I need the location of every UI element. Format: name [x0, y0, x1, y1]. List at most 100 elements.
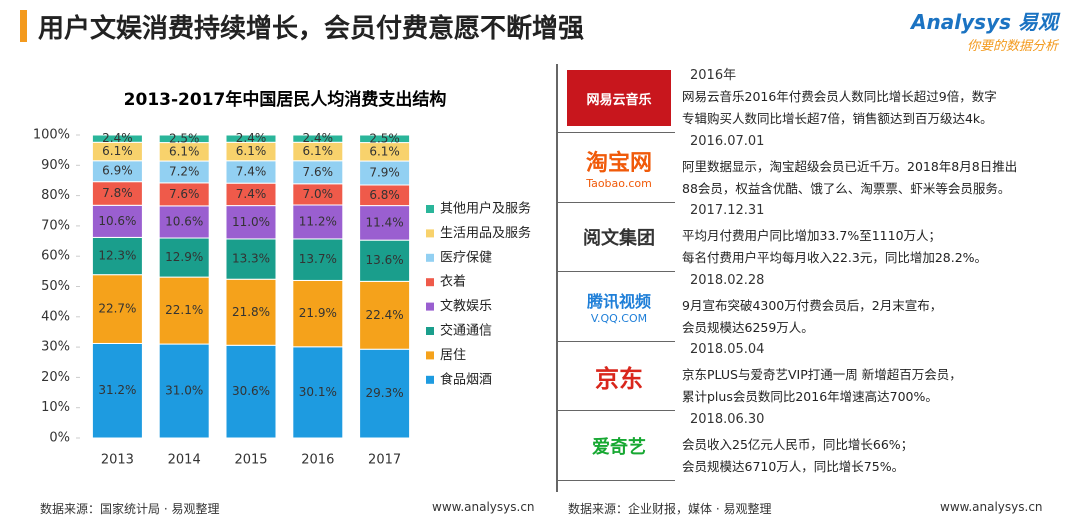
entry-text: 网易云音乐2016年付费会员人数同比增长超过9倍，数字	[682, 89, 997, 104]
y-tick-label: 100%	[33, 128, 70, 143]
separator	[557, 340, 675, 342]
logo-subtext: Taobao.com	[586, 177, 652, 190]
legend-swatch	[426, 229, 434, 238]
bar-segment	[91, 134, 143, 143]
source-note: 数据来源：国家统计局 · 易观整理	[40, 502, 220, 516]
x-tick-label: 2015	[234, 453, 267, 468]
legend-swatch	[426, 205, 434, 213]
entry-date: 2016年	[690, 68, 737, 83]
value-label: 30.1%	[299, 385, 337, 399]
logo-text: 网易云音乐	[586, 92, 652, 108]
y-tick-label: 20%	[41, 370, 70, 385]
separator	[557, 201, 675, 203]
timeline-entry: 爱奇艺 2018.06.30 会员收入25亿元人民币，同比增长66%； 会员规模达67…	[557, 412, 1067, 481]
entry-text: 累计plus会员数同比2016年增速高达700%。	[682, 389, 938, 404]
value-label: 11.4%	[366, 215, 404, 229]
value-label: 6.1%	[369, 144, 400, 158]
legend-label: 文教娱乐	[440, 298, 492, 314]
legend-label: 交通通信	[440, 323, 492, 339]
value-label: 22.4%	[366, 308, 404, 322]
value-label: 21.9%	[299, 306, 337, 320]
legend-label: 居住	[440, 348, 466, 363]
bar-segment	[91, 204, 143, 238]
legend-swatch	[426, 278, 434, 287]
value-label: 6.1%	[102, 144, 133, 158]
separator	[557, 132, 675, 133]
entry-text: 平均月付费用户同比增加33.7%至1110万人；	[682, 228, 942, 243]
value-label: 22.1%	[165, 303, 203, 317]
legend-swatch	[426, 351, 434, 360]
value-label: 2.4%	[102, 131, 133, 145]
bar-segment	[225, 238, 277, 280]
logo-text: 爱奇艺	[592, 436, 646, 458]
y-tick-label: 40%	[41, 309, 70, 324]
logo-text: 京东	[595, 364, 643, 393]
company-logo: 淘宝网 Taobao.com	[567, 139, 671, 196]
value-label: 13.3%	[232, 252, 270, 266]
entry-date: 2018.05.04	[690, 342, 765, 357]
page-title: 用户文娱消费持续增长，会员付费意愿不断增强	[38, 14, 585, 44]
value-label: 29.3%	[366, 386, 404, 400]
company-logo: 网易云音乐	[567, 70, 671, 126]
value-label: 6.1%	[303, 144, 334, 158]
value-label: 7.8%	[102, 186, 133, 200]
bar-segment	[292, 346, 344, 439]
y-tick-label: 60%	[41, 249, 70, 264]
entry-text: 9月宣布突破4300万付费会员后，2月末宣布，	[682, 297, 943, 313]
value-label: 6.1%	[169, 144, 200, 158]
value-label: 7.4%	[236, 187, 267, 201]
y-tick-label: 80%	[41, 188, 70, 203]
logo-text: 阅文集团	[583, 228, 655, 249]
x-tick-label: 2017	[368, 453, 401, 468]
entry-text: 专辑购买人数同比增长超7倍，销售额达到百万级达4k。	[682, 111, 993, 126]
company-logo: 爱奇艺	[567, 417, 671, 474]
x-tick-label: 2016	[301, 453, 334, 468]
value-label: 30.6%	[232, 384, 270, 398]
value-label: 22.7%	[98, 302, 136, 316]
company-logo: 阅文集团	[567, 209, 671, 265]
value-label: 31.0%	[165, 384, 203, 398]
bar-segment	[158, 134, 210, 144]
value-label: 2.5%	[169, 131, 200, 145]
chart: 2013-2017年中国居民人均消费支出结构 0% 10% 20% 30% 40% 50%…	[33, 89, 531, 468]
title-accent	[20, 10, 27, 42]
value-label: 10.6%	[165, 214, 203, 228]
company-logo: 腾讯视频 V.QQ.COM	[567, 278, 671, 335]
entry-text: 京东PLUS与爱奇艺VIP打通一周 新增超百万会员，	[682, 367, 962, 382]
value-label: 13.7%	[299, 252, 337, 266]
timeline-entry: 阅文集团 2017.12.31 平均月付费用户同比增加33.7%至1110万人； 每名…	[557, 203, 1067, 272]
brand-tagline: 你要的数据分析	[966, 39, 1058, 54]
separator	[557, 271, 675, 272]
value-label: 6.8%	[369, 188, 400, 202]
value-label: 7.6%	[303, 165, 334, 179]
y-tick-label: 90%	[41, 158, 70, 173]
x-tick-label: 2014	[168, 453, 201, 468]
bar-segment	[225, 278, 277, 346]
timeline-entry: 网易云音乐 2016年网易云音乐2016年付费会员人数同比增长超过9倍，数字 专辑购…	[557, 64, 1067, 133]
brand-logo: Analysys 易观 你要的数据分析	[911, 6, 1058, 54]
bar-segment	[225, 134, 277, 143]
entry-date: 2016.07.01	[690, 133, 765, 149]
timeline-axis	[556, 64, 558, 492]
legend-swatch	[426, 302, 434, 311]
legend-label: 其他用户及服务	[440, 201, 531, 217]
y-tick-label: 0%	[49, 431, 70, 446]
bar-segment	[292, 134, 344, 143]
y-tick-label: 70%	[41, 218, 70, 233]
bar-segment	[359, 280, 411, 350]
bar-segment	[359, 205, 411, 241]
entry-date: 2018.06.30	[690, 411, 765, 427]
value-label: 6.1%	[236, 144, 267, 158]
value-label: 2.5%	[369, 131, 400, 145]
value-label: 2.4%	[303, 131, 334, 145]
value-label: 7.6%	[169, 187, 200, 201]
value-label: 12.3%	[98, 249, 136, 263]
logo-text: 淘宝网	[585, 151, 652, 176]
entry-text: 88会员，权益含优酷、饿了么、淘票票、虾米等会员服务。	[682, 180, 1011, 196]
value-label: 7.4%	[236, 164, 267, 178]
value-label: 11.0%	[232, 215, 270, 229]
bar-segment	[91, 342, 143, 439]
value-label: 7.9%	[369, 166, 400, 180]
legend-label: 衣着	[440, 274, 466, 290]
